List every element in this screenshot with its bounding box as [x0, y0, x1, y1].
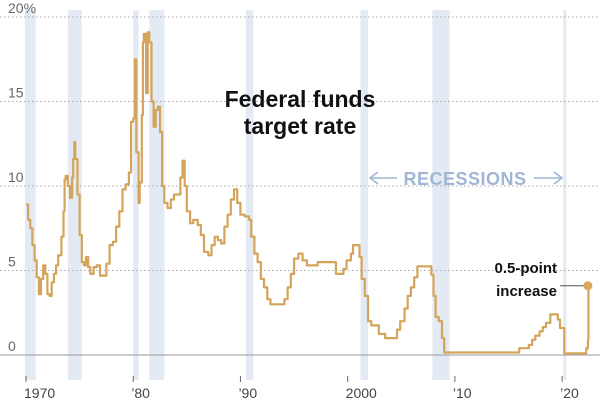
y-tick-label-15: 15 — [8, 85, 24, 101]
recession-band-3 — [133, 10, 139, 380]
recession-band-5 — [245, 10, 254, 380]
recession-band-8 — [563, 10, 567, 380]
left-arrowhead-icon — [368, 171, 379, 185]
recessions-label: RECESSIONS — [403, 169, 526, 189]
annotation-line-1: 0.5-point — [495, 260, 558, 277]
x-tick-label-1980: ’80 — [131, 385, 150, 400]
chart-title-line-1: Federal funds — [225, 86, 376, 112]
recession-band-2 — [67, 10, 82, 380]
rate-line-1 — [26, 31, 590, 355]
y-tick-label-5: 5 — [8, 254, 16, 270]
x-tick-label-2020: ’20 — [560, 385, 579, 400]
annotation: 0.5-point increase — [495, 260, 593, 300]
x-tick-label-2010: ’10 — [453, 385, 472, 400]
y-tick-label-0: 0 — [8, 338, 16, 354]
y-axis-ticks: 0 5 10 15 20% — [8, 0, 36, 354]
right-arrowhead-icon — [553, 171, 564, 185]
x-tick-label-1990: ’90 — [238, 385, 257, 400]
x-axis-ticks: 1970 ’80 ’90 2000 ’10 ’20 — [24, 376, 579, 400]
x-tick-label-1970: 1970 — [24, 385, 55, 400]
rate-series — [26, 31, 590, 355]
x-tick-label-2000: 2000 — [346, 385, 377, 400]
y-tick-label-20: 20% — [8, 0, 36, 16]
recession-band-7 — [432, 10, 450, 380]
chart-title-line-2: target rate — [244, 113, 356, 139]
y-tick-label-10: 10 — [8, 169, 24, 185]
recessions-legend: RECESSIONS — [368, 169, 564, 189]
recession-band-1 — [24, 10, 36, 380]
recession-bands — [24, 10, 567, 380]
annotation-line-2: increase — [496, 283, 557, 300]
recession-band-6 — [360, 10, 369, 380]
annotation-dot — [583, 281, 593, 291]
